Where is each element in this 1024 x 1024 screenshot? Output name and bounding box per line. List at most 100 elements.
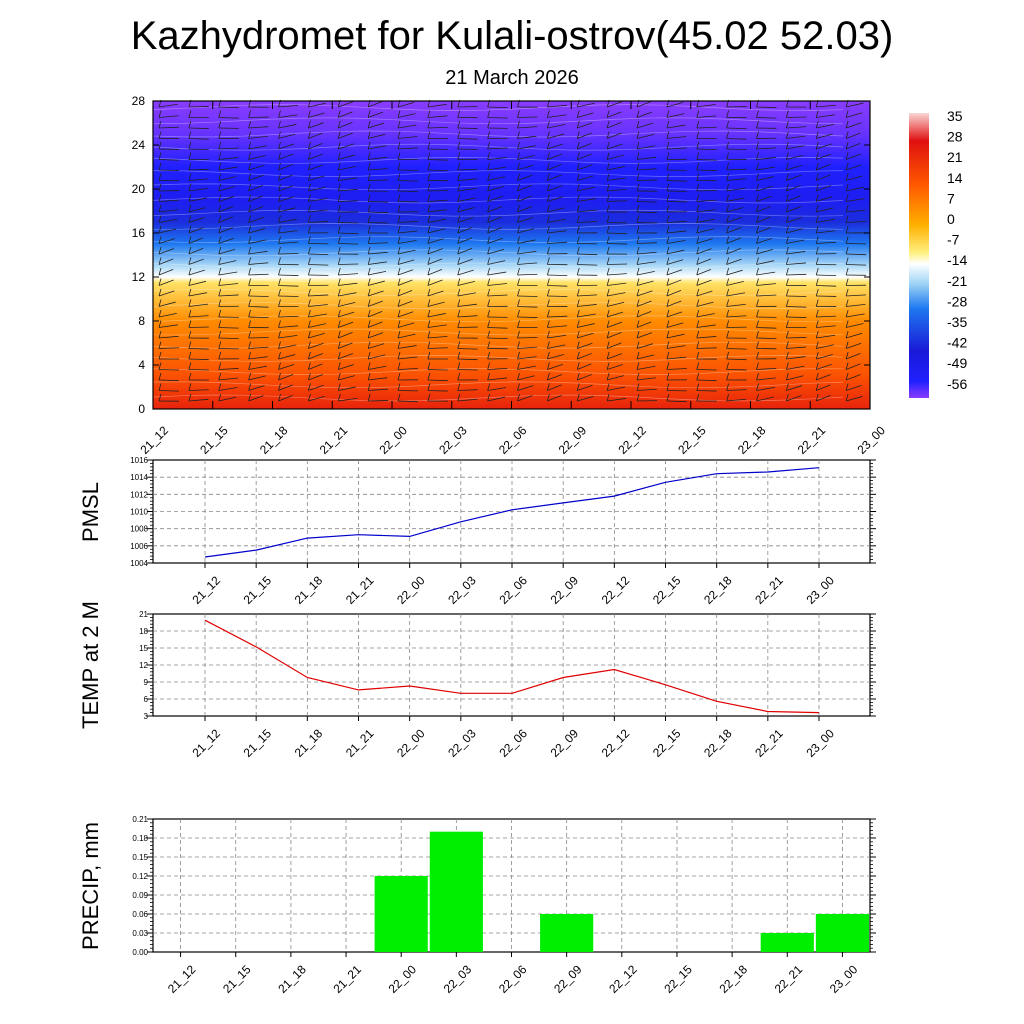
wind-barb-flag	[696, 288, 700, 297]
wind-barb-flag	[337, 236, 341, 244]
wind-barb-flag	[666, 351, 670, 360]
wind-barb-flag	[546, 131, 550, 139]
wind-barb	[457, 292, 477, 297]
wind-barb-flag	[785, 393, 789, 402]
wind-barb	[397, 333, 416, 339]
wind-barb-flag	[337, 162, 341, 171]
wind-barb-flag	[845, 278, 849, 286]
wind-barb-flag	[218, 383, 222, 391]
wind-barb	[397, 136, 418, 139]
wind-barb-flag	[337, 372, 341, 381]
wind-barb-flag	[726, 141, 730, 150]
wind-barb	[188, 258, 204, 265]
wind-barb	[158, 238, 176, 244]
wind-barb-flag	[218, 362, 222, 370]
wind-barb-flag	[487, 351, 491, 360]
wind-barb	[696, 159, 717, 161]
wind-barb-flag	[427, 141, 431, 150]
wind-barb-flag	[337, 215, 341, 223]
wind-barb-flag	[248, 299, 252, 307]
wind-barb-flag	[487, 225, 491, 234]
wind-barb-flag	[487, 257, 491, 265]
wind-barb	[517, 337, 538, 339]
wind-barb-flag	[666, 225, 670, 234]
y-tick-label: 0.06	[132, 910, 148, 919]
wind-barb	[367, 310, 383, 318]
wind-barb-flag	[726, 110, 730, 118]
wind-barb-flag	[427, 204, 431, 213]
y-tick-label: 1014	[130, 473, 148, 482]
wind-barb-flag	[367, 299, 371, 307]
wind-barb-flag	[726, 162, 730, 171]
wind-barb-flag	[218, 267, 222, 276]
wind-barb-flag	[726, 173, 730, 181]
wind-barb-flag	[397, 299, 401, 307]
wind-barb	[696, 218, 715, 223]
wind-barb-flag	[785, 110, 789, 118]
wind-barb	[427, 369, 448, 371]
wind-barb	[547, 374, 563, 381]
x-tick-label: 21_21	[317, 423, 351, 457]
wind-barb-flag	[636, 152, 640, 160]
wind-barb	[368, 271, 387, 276]
wind-barb	[487, 387, 507, 391]
wind-barb	[726, 348, 747, 350]
wind-barb	[248, 273, 269, 276]
wind-barb	[577, 323, 595, 328]
wind-barb-flag	[845, 110, 849, 118]
wind-barb-flag	[337, 362, 341, 370]
wind-barb	[308, 142, 323, 150]
wind-barb-flag	[576, 393, 580, 402]
wind-barb-flag	[367, 257, 371, 265]
wind-barb-flag	[337, 120, 341, 129]
wind-barb-flag	[248, 267, 252, 276]
wind-barb-flag	[218, 225, 222, 234]
x-tick-label: 22_06	[496, 962, 530, 996]
wind-barb-flag	[666, 110, 670, 118]
wind-barb-flag	[845, 288, 849, 297]
wind-barb	[427, 159, 448, 161]
wind-barb	[278, 124, 297, 129]
wind-barb	[756, 367, 777, 370]
wind-barb-flag	[218, 299, 222, 307]
wind-barb-flag	[487, 320, 491, 328]
wind-barb-flag	[636, 246, 640, 255]
wind-barb	[756, 227, 772, 234]
wind-barb-flag	[546, 278, 550, 286]
wind-barb	[607, 154, 624, 160]
y-tick-label: 0.15	[132, 853, 148, 862]
wind-barb	[666, 147, 687, 150]
wind-barb	[696, 199, 717, 202]
wind-barb	[726, 292, 746, 297]
y-tick-label: 1012	[130, 490, 148, 499]
x-tick-label: 22_09	[551, 962, 585, 996]
wind-barb	[487, 368, 508, 370]
wind-barb-flag	[487, 362, 491, 370]
wind-barb-flag	[546, 194, 550, 202]
wind-barb	[786, 228, 804, 234]
wind-barb	[636, 270, 655, 276]
wind-barb	[457, 178, 478, 181]
wind-barb	[517, 356, 537, 360]
wind-barb	[786, 365, 805, 370]
wind-barb-flag	[606, 131, 610, 139]
wind-barb	[816, 241, 837, 244]
wind-barb	[547, 185, 563, 192]
wind-barb-flag	[546, 288, 550, 297]
contour-line	[152, 394, 844, 402]
wind-barb	[248, 262, 269, 265]
wind-barb	[188, 178, 209, 181]
wind-barb-flag	[158, 246, 162, 255]
wind-barb	[427, 258, 443, 265]
y-axis-title: TEMP at 2 M	[78, 601, 103, 729]
wind-barb	[726, 187, 746, 192]
wind-barb-flag	[546, 372, 550, 381]
y-tick-label: 0.00	[132, 948, 148, 957]
wind-barb	[368, 201, 389, 203]
wind-barb-flag	[218, 162, 222, 171]
wind-barb-flag	[666, 120, 670, 129]
wind-barb-flag	[487, 173, 491, 181]
x-tick-label: 21_15	[220, 962, 254, 996]
wind-barb	[606, 353, 622, 360]
wind-barb-flag	[367, 141, 371, 150]
